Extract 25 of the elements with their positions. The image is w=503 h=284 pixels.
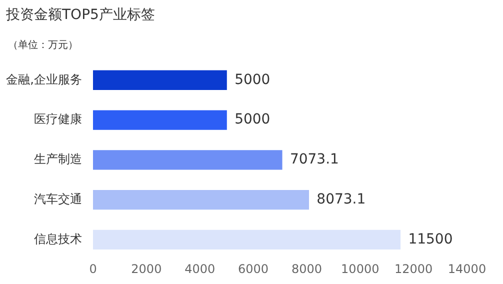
x-tick-label: 4000	[184, 262, 216, 276]
data-label: 5000	[234, 112, 270, 128]
bar	[93, 70, 227, 90]
y-tick-label: 信息技术	[34, 232, 82, 246]
x-tick-label: 2000	[131, 262, 162, 276]
y-axis-title: （单位：万元）	[8, 38, 78, 52]
bar	[93, 230, 401, 250]
x-tick-label: 12000	[394, 262, 433, 276]
data-label: 5000	[234, 72, 270, 88]
bar	[93, 110, 227, 130]
y-tick-label: 医疗健康	[34, 112, 82, 126]
x-tick-label: 14000	[448, 262, 486, 276]
x-tick-label: 8000	[291, 262, 322, 276]
bar	[93, 190, 309, 210]
bar	[93, 150, 282, 170]
y-tick-label: 生产制造	[34, 152, 82, 166]
x-tick-label: 10000	[341, 262, 380, 276]
x-tick-label: 6000	[238, 262, 269, 276]
x-tick-label: 0	[89, 262, 97, 276]
y-tick-label: 汽车交通	[34, 192, 82, 206]
y-tick-label: 金融,企业服务	[6, 72, 82, 86]
data-label: 7073.1	[290, 152, 339, 168]
chart-title: 投资金额TOP5产业标签	[6, 6, 155, 24]
data-label: 11500	[408, 231, 453, 248]
data-label: 8073.1	[316, 191, 366, 208]
